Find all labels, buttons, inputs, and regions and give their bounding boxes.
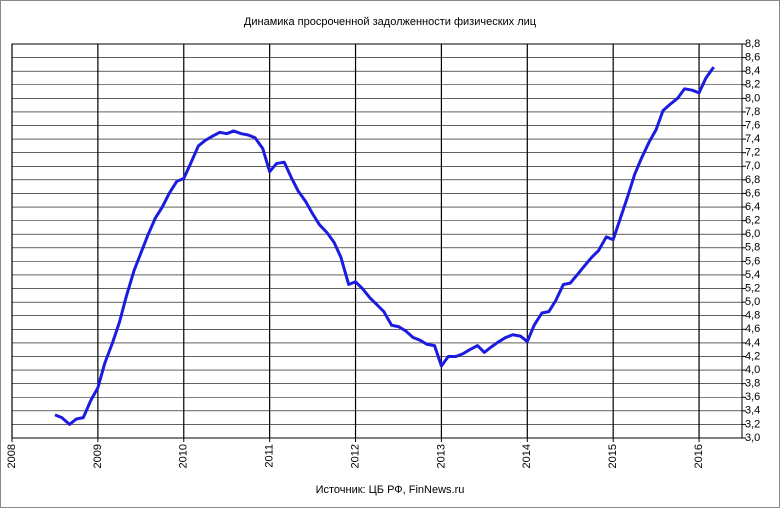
y-tick-label: 6,0 <box>745 228 760 240</box>
x-tick-label: 2014 <box>521 444 533 468</box>
y-tick-label: 4,6 <box>745 323 760 335</box>
y-tick-label: 7,8 <box>745 106 760 118</box>
y-tick-label: 8,6 <box>745 51 760 63</box>
y-tick-label: 7,4 <box>745 133 760 145</box>
y-tick-label: 5,8 <box>745 242 760 254</box>
y-tick-label: 3,8 <box>745 378 760 390</box>
x-tick-label: 2008 <box>6 444 18 468</box>
y-tick-label: 4,4 <box>745 337 760 349</box>
data-line <box>54 66 715 426</box>
y-tick-label: 6,6 <box>745 187 760 199</box>
y-tick-label: 4,0 <box>745 364 760 376</box>
chart-title: Динамика просроченной задолженности физи… <box>244 16 537 28</box>
x-tick-label: 2015 <box>607 444 619 468</box>
y-tick-label: 3,0 <box>745 432 760 444</box>
y-tick-label: 4,2 <box>745 350 760 362</box>
x-tick-label: 2009 <box>92 444 104 468</box>
y-tick-label: 7,6 <box>745 119 760 131</box>
y-tick-label: 5,4 <box>745 269 760 281</box>
y-tick-label: 7,0 <box>745 160 760 172</box>
y-tick-label: 6,8 <box>745 174 760 186</box>
x-tick-label: 2012 <box>349 444 361 468</box>
source-note: Источник: ЦБ РФ, FinNews.ru <box>316 484 465 496</box>
y-tick-label: 5,6 <box>745 255 760 267</box>
y-tick-label: 3,4 <box>745 405 760 417</box>
x-tick-label: 2016 <box>693 444 705 468</box>
y-tick-label: 7,2 <box>745 147 760 159</box>
y-tick-label: 4,8 <box>745 310 760 322</box>
y-tick-label: 6,4 <box>745 201 760 213</box>
y-tick-label: 8,0 <box>745 92 760 104</box>
y-tick-label: 8,8 <box>745 38 760 50</box>
y-tick-label: 6,2 <box>745 215 760 227</box>
y-tick-label: 3,6 <box>745 391 760 403</box>
y-tick-label: 5,2 <box>745 282 760 294</box>
y-tick-label: 8,4 <box>745 65 760 77</box>
x-tick-label: 2010 <box>178 444 190 468</box>
y-tick-label: 5,0 <box>745 296 760 308</box>
y-tick-label: 8,2 <box>745 79 760 91</box>
plot-border <box>11 43 743 439</box>
y-tick-label: 3,2 <box>745 418 760 430</box>
x-tick-label: 2011 <box>264 444 276 468</box>
x-tick-label: 2013 <box>435 444 447 468</box>
